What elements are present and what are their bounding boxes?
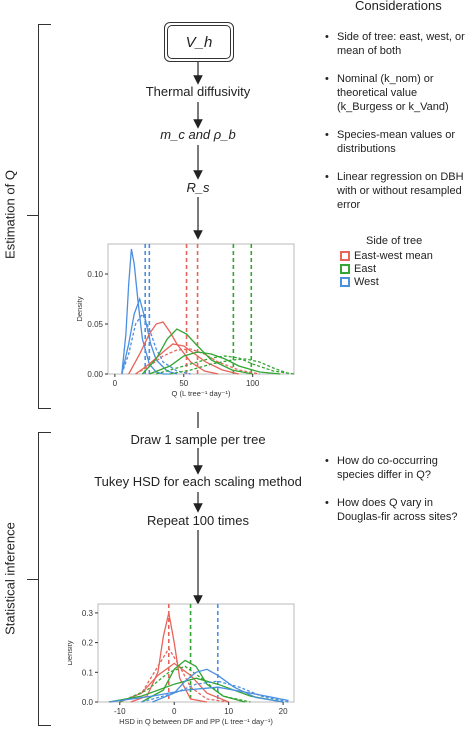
legend-swatch (340, 276, 350, 287)
legend-swatch (340, 250, 350, 261)
vh-box: V_h (164, 22, 234, 62)
y-tick-label: 0.2 (82, 639, 94, 648)
density-curve (152, 668, 284, 703)
legend-label: West (354, 275, 379, 288)
consideration-item: Species-mean values or distributions (325, 128, 474, 156)
x-tick-label: 0 (172, 707, 177, 716)
y-tick-label: 0.00 (87, 370, 103, 379)
x-tick-label: 20 (279, 707, 288, 716)
considerations-bottom-list: How do co-occurring species differ in Q?… (325, 454, 474, 538)
density-curve (149, 351, 281, 375)
question-item: How do co-occurring species differ in Q? (325, 454, 474, 482)
considerations-title: Considerations (355, 0, 442, 13)
density-curve (108, 677, 284, 703)
x-tick-label: -10 (114, 707, 126, 716)
density-curve (121, 296, 178, 375)
density-curve (130, 612, 208, 703)
density-curve (135, 343, 240, 375)
x-tick-label: 50 (179, 379, 188, 388)
rs-text: R_s (186, 180, 210, 195)
consideration-item: Nominal (k_nom) or theoretical value (k_… (325, 72, 474, 114)
density-curve (119, 665, 251, 703)
density-curve (108, 686, 289, 703)
density-curve (135, 348, 260, 375)
legend-title: Side of tree (366, 235, 423, 247)
x-tick-label: 10 (224, 707, 233, 716)
legend-label: East (354, 262, 377, 275)
x-tick-label: 100 (246, 379, 260, 388)
density-curve (119, 647, 229, 703)
legend: Side of tree East-west mean East West (340, 235, 433, 288)
legend-item-east-west-mean: East-west mean (340, 249, 433, 262)
x-axis-label: HSD in Q between DF and PP (L tree⁻¹ day… (119, 717, 273, 726)
question-item: How does Q vary in Douglas-fir across si… (325, 496, 474, 524)
y-tick-label: 0.0 (82, 698, 94, 707)
y-tick-label: 0.1 (82, 668, 94, 677)
consideration-item: Linear regression on DBH with or without… (325, 170, 474, 212)
considerations-top-list: Side of tree: east, west, or mean of bot… (325, 30, 474, 226)
y-axis-label: Density (75, 296, 84, 321)
density-curve (121, 312, 191, 375)
y-axis-label: Density (68, 640, 74, 665)
density-curve (141, 680, 289, 703)
density-curve (141, 328, 253, 375)
tukey-text: Tukey HSD for each scaling method (94, 474, 302, 489)
estimation-bracket (38, 24, 51, 409)
y-tick-label: 0.05 (87, 320, 103, 329)
estimation-bracket-tick (27, 215, 39, 216)
inference-bracket-tick (27, 579, 39, 580)
density-curve (128, 321, 219, 375)
q-density-chart: 0 50 100 0.00 0.05 0.10 Q (L tree⁻¹ day⁻¹) Dens… (75, 243, 295, 398)
consideration-item: Side of tree: east, west, or mean of bot… (325, 30, 474, 58)
legend-item-west: West (340, 275, 433, 288)
legend-swatch (340, 263, 350, 274)
legend-label: East-west mean (354, 249, 433, 262)
legend-item-east: East (340, 262, 433, 275)
thermal-diffusivity-text: Thermal diffusivity (145, 84, 251, 99)
plot-frame (97, 603, 295, 703)
draw-sample-text: Draw 1 sample per tree (130, 432, 266, 447)
x-axis-label: Q (L tree⁻¹ day⁻¹) (172, 389, 231, 398)
density-curve (156, 355, 295, 375)
y-tick-label: 0.3 (82, 609, 94, 618)
mc-pb-text: m_c and ρ_b (160, 127, 236, 142)
density-curve (169, 358, 288, 375)
repeat-text: Repeat 100 times (147, 513, 249, 528)
hsd-density-chart: -10 0 10 20 0.0 0.1 0.2 0.3 HSD in Q between DF … (68, 603, 295, 726)
x-tick-label: 0 (113, 379, 118, 388)
density-curve (119, 662, 229, 703)
y-tick-label: 0.10 (87, 270, 103, 279)
vh-label: V_h (185, 33, 213, 51)
